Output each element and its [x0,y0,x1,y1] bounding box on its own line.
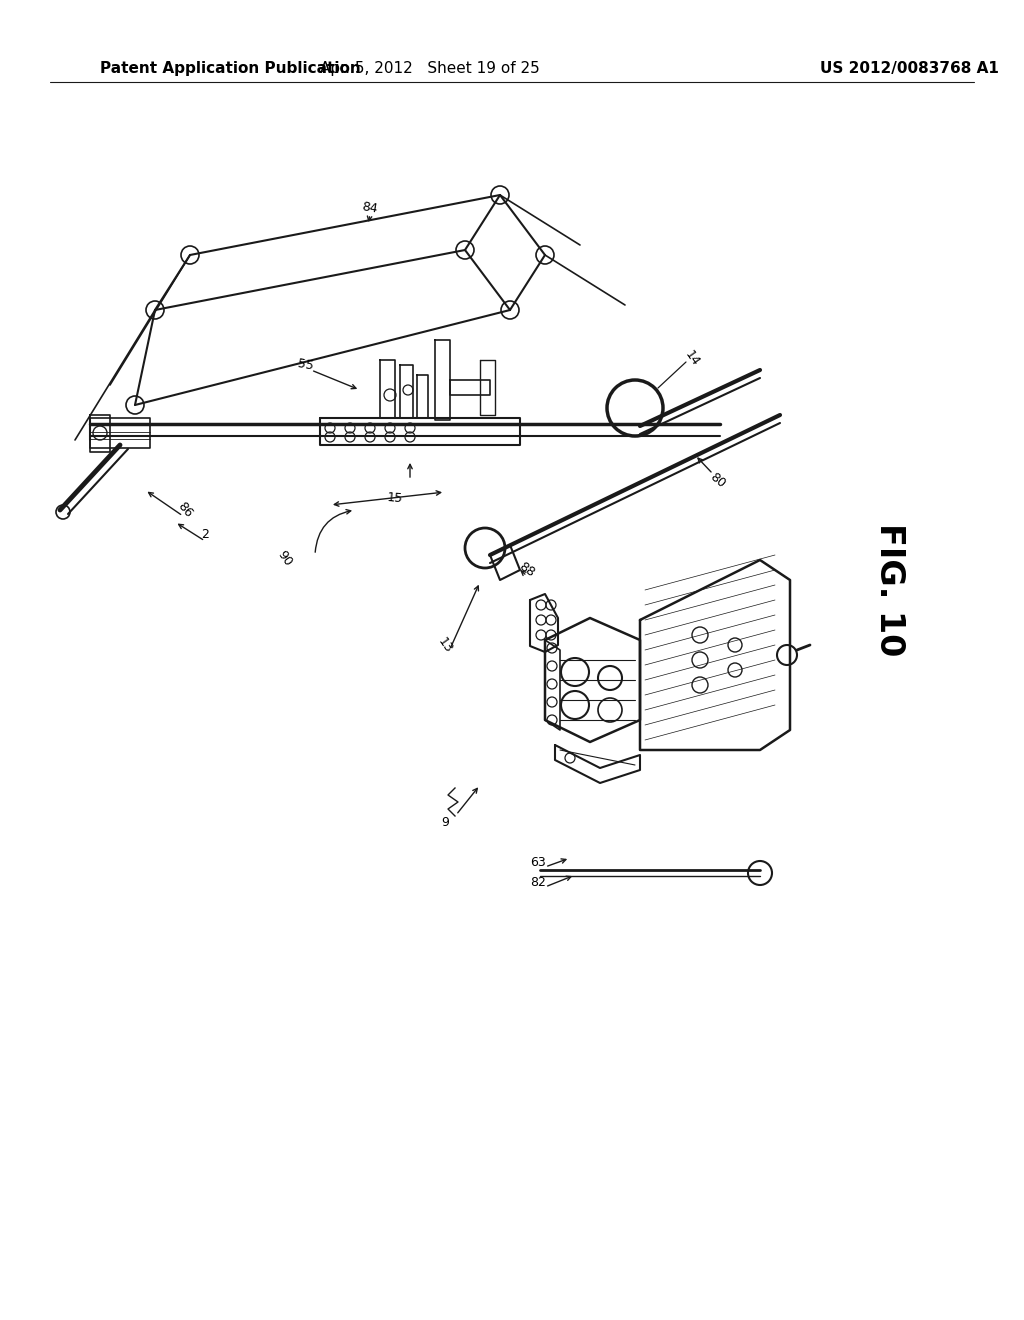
Text: 88: 88 [517,560,538,579]
Text: 84: 84 [361,201,379,215]
Text: Patent Application Publication: Patent Application Publication [100,61,360,75]
Text: 80: 80 [708,470,728,490]
Text: 63: 63 [530,855,546,869]
Text: 86: 86 [175,500,196,520]
Text: 14: 14 [682,348,701,368]
Text: 13: 13 [435,635,455,655]
Text: US 2012/0083768 A1: US 2012/0083768 A1 [820,61,998,75]
Text: 90: 90 [275,548,295,568]
Text: FIG. 10: FIG. 10 [873,523,906,656]
Text: 55: 55 [296,358,314,372]
Text: 9: 9 [441,816,449,829]
Text: Apr. 5, 2012   Sheet 19 of 25: Apr. 5, 2012 Sheet 19 of 25 [321,61,540,75]
Text: 15: 15 [386,491,403,506]
Text: 2: 2 [201,528,209,541]
Text: 82: 82 [530,875,546,888]
